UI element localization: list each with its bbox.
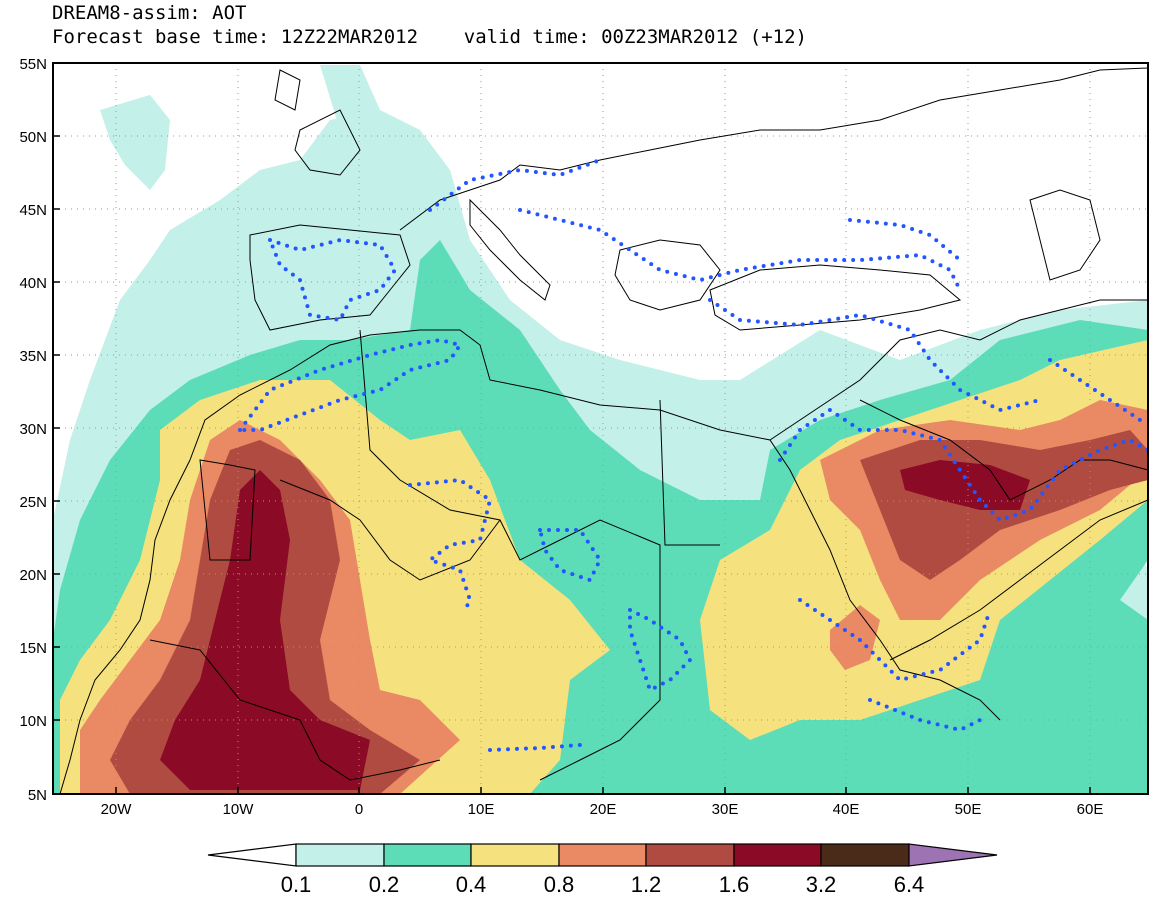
colorbar-segment [295,843,385,867]
lat-label: 10N [19,713,47,730]
lat-label: 30N [19,421,47,438]
forecast-time-subtitle: Forecast base time: 12Z22MAR2012 valid t… [52,26,807,48]
lon-label: 30E [712,801,739,818]
latitude-labels: 55N 50N 45N 40N 35N 30N 25N 20N 15N 10N … [19,56,47,804]
colorbar-segment [383,843,472,867]
dust-contour-dotted [236,158,1148,752]
lat-label: 25N [19,494,47,511]
colorbar [207,843,998,867]
axis-ticks [53,62,1091,795]
colorbar-segment [733,843,822,867]
colorbar-label: 0.2 [369,872,400,897]
lat-label: 55N [19,56,47,73]
lon-label: 20W [101,801,133,818]
lon-label: 60E [1077,801,1104,818]
colorbar-segment [558,843,647,867]
lon-label: 50E [955,801,982,818]
lat-label: 40N [19,275,47,292]
aot-band-0.1-atlantic [100,95,170,190]
lat-label: 20N [19,567,47,584]
colorbar-label: 0.8 [544,872,575,897]
lon-label: 0 [355,801,363,818]
aot-band-1.6 [160,470,370,790]
colorbar-segment [645,843,735,867]
aot-band-1.6-east [900,460,1030,510]
coastlines [59,67,1148,794]
lon-label: 10W [223,801,255,818]
longitude-labels: 20W 10W 0 10E 20E 30E 40E 50E 60E [101,801,1104,818]
colorbar-label: 0.4 [456,872,487,897]
lat-label: 50N [19,129,47,146]
colorbar-segment [470,843,560,867]
lat-lon-grid [53,63,1148,794]
aot-contours [53,65,1148,794]
lat-label: 15N [19,640,47,657]
colorbar-segment-under [207,843,297,867]
colorbar-segment [820,843,910,867]
colorbar-label: 1.2 [631,872,662,897]
aot-band-0.8-red-sea [830,605,880,670]
map-title: DREAM8-assim: AOT [52,2,247,24]
lat-label: 5N [28,787,47,804]
lat-label: 45N [19,202,47,219]
colorbar-segment-over [908,843,998,867]
colorbar-label: 1.6 [719,872,750,897]
lon-label: 40E [833,801,860,818]
colorbar-label: 3.2 [806,872,837,897]
lat-label: 35N [19,348,47,365]
lon-label: 20E [590,801,617,818]
colorbar-labels: 0.1 0.2 0.4 0.8 1.2 1.6 3.2 6.4 [281,872,925,897]
colorbar-label: 6.4 [894,872,925,897]
aot-band-0.1-ne [320,65,380,130]
colorbar-label: 0.1 [281,872,312,897]
lon-label: 10E [468,801,495,818]
